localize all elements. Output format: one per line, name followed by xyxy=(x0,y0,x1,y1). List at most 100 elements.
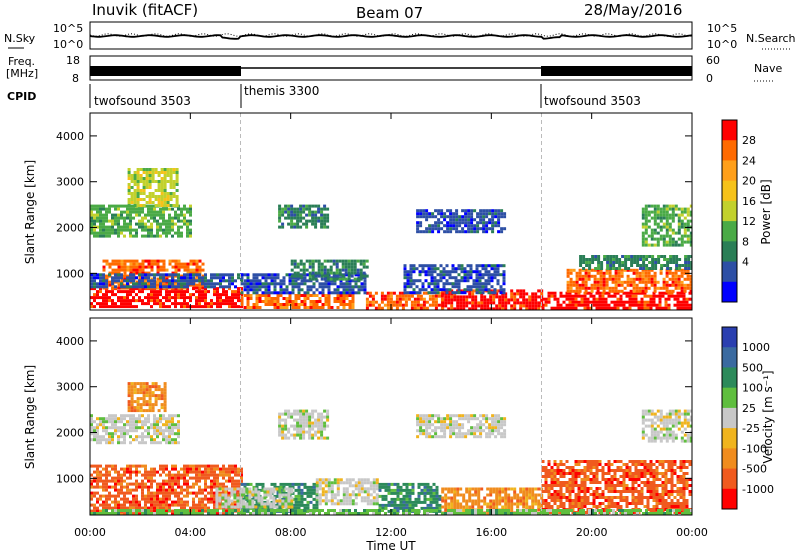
heatmap-cell xyxy=(661,306,665,310)
y-tick-label: 1000 xyxy=(56,267,84,280)
heatmap-cell xyxy=(587,268,591,272)
heatmap-cell xyxy=(469,276,473,280)
heatmap-cell xyxy=(550,291,554,295)
heatmap-cell xyxy=(93,279,96,283)
heatmap-cell xyxy=(90,285,93,289)
heatmap-cell xyxy=(129,482,132,486)
heatmap-cell xyxy=(192,293,195,297)
heatmap-cell xyxy=(303,279,307,283)
heatmap-cell xyxy=(299,207,303,211)
heatmap-cell xyxy=(439,273,443,277)
heatmap-cell xyxy=(333,493,337,497)
heatmap-cell xyxy=(93,296,96,300)
heatmap-cell xyxy=(479,227,483,231)
heatmap-cell xyxy=(510,496,514,500)
heatmap-cell xyxy=(135,473,138,477)
heatmap-cell xyxy=(363,291,367,295)
heatmap-cell xyxy=(643,306,647,310)
heatmap-cell xyxy=(537,304,541,308)
heatmap-cell xyxy=(501,301,505,305)
heatmap-cell xyxy=(426,503,430,507)
heatmap-cell xyxy=(251,493,255,497)
heatmap-cell xyxy=(671,271,675,275)
heatmap-cell xyxy=(171,503,174,507)
heatmap-cell xyxy=(482,215,486,219)
heatmap-cell xyxy=(541,475,545,478)
heatmap-cell xyxy=(150,262,154,266)
heatmap-cell xyxy=(624,264,628,267)
heatmap-cell xyxy=(192,279,195,283)
heatmap-cell xyxy=(311,259,315,263)
heatmap-cell xyxy=(680,286,684,290)
heatmap-cell xyxy=(507,487,511,491)
heatmap-cell xyxy=(177,207,180,211)
heatmap-cell xyxy=(365,306,369,310)
heatmap-cell xyxy=(467,227,471,231)
heatmap-cell xyxy=(416,224,420,228)
heatmap-cell xyxy=(468,499,472,503)
heatmap-cell xyxy=(303,300,307,303)
heatmap-cell xyxy=(326,268,330,272)
heatmap-cell xyxy=(496,264,500,268)
heatmap-cell xyxy=(434,303,438,307)
heatmap-cell xyxy=(162,273,165,277)
heatmap-cell xyxy=(442,273,446,277)
heatmap-cell xyxy=(491,221,495,225)
heatmap-cell xyxy=(669,258,673,261)
heatmap-cell xyxy=(507,499,511,503)
heatmap-cell xyxy=(683,240,687,244)
heatmap-cell xyxy=(311,265,315,269)
heatmap-cell xyxy=(360,285,364,289)
heatmap-cell xyxy=(403,285,407,289)
heatmap-cell xyxy=(120,280,124,284)
heatmap-cell xyxy=(135,500,138,504)
heatmap-cell xyxy=(493,288,497,292)
heatmap-cell xyxy=(306,491,310,495)
heatmap-cell xyxy=(287,210,291,214)
heatmap-cell xyxy=(559,469,563,472)
heatmap-cell xyxy=(120,491,123,495)
heatmap-cell xyxy=(595,306,599,310)
heatmap-cell xyxy=(156,225,159,229)
heatmap-cell xyxy=(314,277,318,281)
heatmap-cell xyxy=(147,213,150,217)
y-tick-label: 3000 xyxy=(56,176,84,189)
heatmap-cell xyxy=(628,300,632,304)
heatmap-cell xyxy=(183,500,186,504)
heatmap-cell xyxy=(386,300,390,304)
heatmap-cell xyxy=(198,467,201,471)
heatmap-cell xyxy=(105,500,108,504)
heatmap-cell xyxy=(145,168,149,171)
heatmap-cell xyxy=(662,210,666,214)
heatmap-cell xyxy=(294,488,298,492)
heatmap-cell xyxy=(150,282,153,286)
heatmap-cell xyxy=(234,485,237,489)
heatmap-cell xyxy=(102,204,105,208)
heatmap-cell xyxy=(471,307,475,310)
heatmap-cell xyxy=(614,283,618,287)
heatmap-cell xyxy=(225,467,228,471)
heatmap-cell xyxy=(668,225,672,229)
heatmap-cell xyxy=(120,290,123,294)
heatmap-cell xyxy=(153,503,156,507)
heatmap-cell xyxy=(231,503,234,507)
freq-label-line1: Freq. xyxy=(8,55,35,68)
heatmap-cell xyxy=(662,237,666,241)
heatmap-cell xyxy=(145,186,149,189)
heatmap-cell xyxy=(471,304,475,308)
heatmap-cell xyxy=(148,177,152,180)
heatmap-cell xyxy=(306,500,310,504)
heatmap-cell xyxy=(432,494,436,498)
heatmap-cell xyxy=(114,503,117,507)
heatmap-cell xyxy=(336,487,340,491)
heatmap-cell xyxy=(237,273,240,277)
heatmap-cell xyxy=(165,473,168,477)
heatmap-cell xyxy=(596,277,600,281)
heatmap-cell xyxy=(117,283,121,287)
heatmap-cell xyxy=(574,303,578,307)
heatmap-cell xyxy=(384,494,388,498)
heatmap-cell xyxy=(198,500,201,504)
heatmap-cell xyxy=(426,485,430,489)
heatmap-cell xyxy=(686,286,690,290)
heatmap-cell xyxy=(664,297,668,301)
